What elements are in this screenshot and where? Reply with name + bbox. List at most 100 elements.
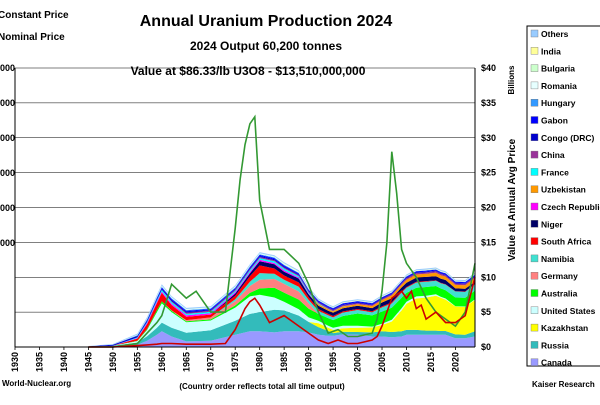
x-tick-label-1935: 1935 [35, 352, 45, 372]
y-left-tick-2: 000 [0, 133, 15, 143]
legend-label-germany: Germany [541, 271, 578, 281]
y-left-tick-1: 000 [0, 98, 15, 108]
y-right-tick-7: $35 [481, 98, 496, 108]
legend-swatch-germany [530, 272, 539, 280]
nominal-price-line [88, 277, 476, 348]
x-tick-label-1970: 1970 [206, 352, 216, 372]
footer-credit: Kaiser Research [532, 380, 595, 389]
x-tick-label-1975: 1975 [230, 352, 240, 372]
x-tick-label-2005: 2005 [377, 352, 387, 372]
axes [14, 68, 476, 348]
legend-label-niger: Niger [541, 219, 563, 229]
x-tick-labels: 1930 1935 1940 1945 1950 1955 1960 1965 1970 1975… [10, 347, 460, 372]
y-left-tick-0: 000 [0, 63, 15, 73]
legend-swatch-south-africa [530, 237, 539, 245]
y-right-tick-2: $10 [481, 272, 496, 282]
legend-label-china: China [541, 150, 565, 160]
x-tick-label-1960: 1960 [157, 352, 167, 372]
x-tick-label-1940: 1940 [59, 352, 69, 372]
legend-label-bulgaria: Bulgaria [541, 64, 575, 74]
y-right-tick-5: $25 [481, 168, 496, 178]
legend-swatch-uzbekistan [530, 185, 539, 193]
x-tick-label-1965: 1965 [181, 352, 191, 372]
y-right-title: Value at Annual Avg Price [507, 138, 518, 261]
legend-swatch-namibia [530, 254, 539, 263]
area-russia [88, 309, 476, 347]
legend-label-kazakhstan: Kazakhstan [541, 323, 588, 333]
x-tick-label-2000: 2000 [353, 352, 363, 372]
legend-label-namibia: Namibia [541, 254, 574, 264]
legend-label-hungary: Hungary [541, 98, 576, 108]
legend-label-australia: Australia [541, 289, 578, 299]
y-right-tick-1: $5 [481, 307, 491, 317]
legend-swatch-hungary [530, 98, 539, 107]
legend-swatch-france [530, 168, 539, 176]
value-lines [88, 114, 476, 348]
value-note: Value at $86.33/lb U3O8 - $13,510,000,00… [131, 64, 366, 78]
gridlines [15, 67, 475, 348]
constant-price-line [88, 114, 476, 348]
legend-swatch-czech-republic [530, 202, 539, 211]
legend-label-uzbekistan: Uzbekistan [541, 185, 586, 195]
x-tick-label-1980: 1980 [255, 352, 265, 372]
legend-swatch-india [530, 47, 539, 55]
chart-title: Annual Uranium Production 2024 [140, 13, 393, 30]
y-right-unit: Billions [507, 65, 516, 94]
legend-swatch-united-states [530, 306, 539, 314]
legend-swatch-russia [530, 341, 539, 349]
legend-label-czech-republic: Czech Republic [541, 202, 600, 212]
legend: Others India Bulgaria Romania Hungary Gabon Co… [526, 25, 600, 368]
y-right-tick-3: $15 [481, 237, 496, 247]
legend-swatch-kazakhstan [530, 323, 539, 332]
x-tick-label-1945: 1945 [83, 352, 93, 372]
y-right-tick-6: $30 [481, 133, 496, 143]
constant-price-label: Constant Price [0, 10, 69, 21]
x-tick-label-2015: 2015 [426, 352, 436, 372]
x-tick-label-2020: 2020 [450, 352, 460, 372]
stacked-areas [88, 252, 476, 347]
y-left-tick-3: 000 [0, 168, 15, 178]
legend-label-france: France [541, 167, 569, 177]
x-tick-label-2010: 2010 [402, 352, 412, 372]
legend-label-others: Others [541, 29, 569, 39]
y-right-tick-4: $20 [481, 203, 496, 213]
legend-label-india: India [541, 46, 561, 56]
x-tick-label-1990: 1990 [304, 352, 314, 372]
legend-label-united-states: United States [541, 306, 596, 316]
legend-swatch-china [530, 150, 539, 159]
legend-box [526, 25, 600, 367]
x-tick-label-1930: 1930 [10, 352, 20, 372]
legend-swatch-congo-drc [530, 133, 539, 142]
legend-label-gabon: Gabon [541, 116, 568, 126]
legend-label-south-africa: South Africa [541, 237, 591, 247]
legend-swatch-bulgaria [530, 64, 539, 72]
legend-swatch-canada [530, 358, 539, 366]
legend-swatch-gabon [530, 116, 539, 124]
x-tick-label-1955: 1955 [132, 352, 142, 372]
legend-swatch-others [530, 29, 539, 38]
y-right-tick-0: $0 [481, 342, 491, 352]
y-right-tick-8: $40 [481, 63, 496, 73]
legend-swatch-romania [530, 81, 539, 90]
chart-subtitle: 2024 Output 60,200 tonnes [190, 39, 342, 53]
y-left-tick-5: 000 [0, 238, 15, 248]
y-left-tick-4: 000 [0, 203, 15, 213]
area-australia [88, 286, 476, 347]
area-canada [88, 331, 476, 347]
x-tick-label-1995: 1995 [328, 352, 338, 372]
y-tick-labels: 000 000 000 000 000 000 $0 $5 $10 $15 $20 $25 $30 $35… [0, 63, 496, 352]
legend-label-canada: Canada [541, 358, 572, 368]
x-tick-label-1950: 1950 [108, 352, 118, 372]
legend-swatch-niger [530, 220, 539, 228]
legend-swatch-australia [530, 289, 539, 297]
nominal-price-label: Nominal Price [0, 32, 65, 43]
legend-label-russia: Russia [541, 340, 569, 350]
footer-source: World-Nuclear.org [2, 379, 71, 388]
area-united-states [88, 294, 476, 347]
legend-label-romania: Romania [541, 81, 577, 91]
area-kazakhstan [88, 295, 476, 347]
legend-label-congo-drc: Congo (DRC) [541, 133, 595, 143]
x-tick-label-1985: 1985 [279, 352, 289, 372]
